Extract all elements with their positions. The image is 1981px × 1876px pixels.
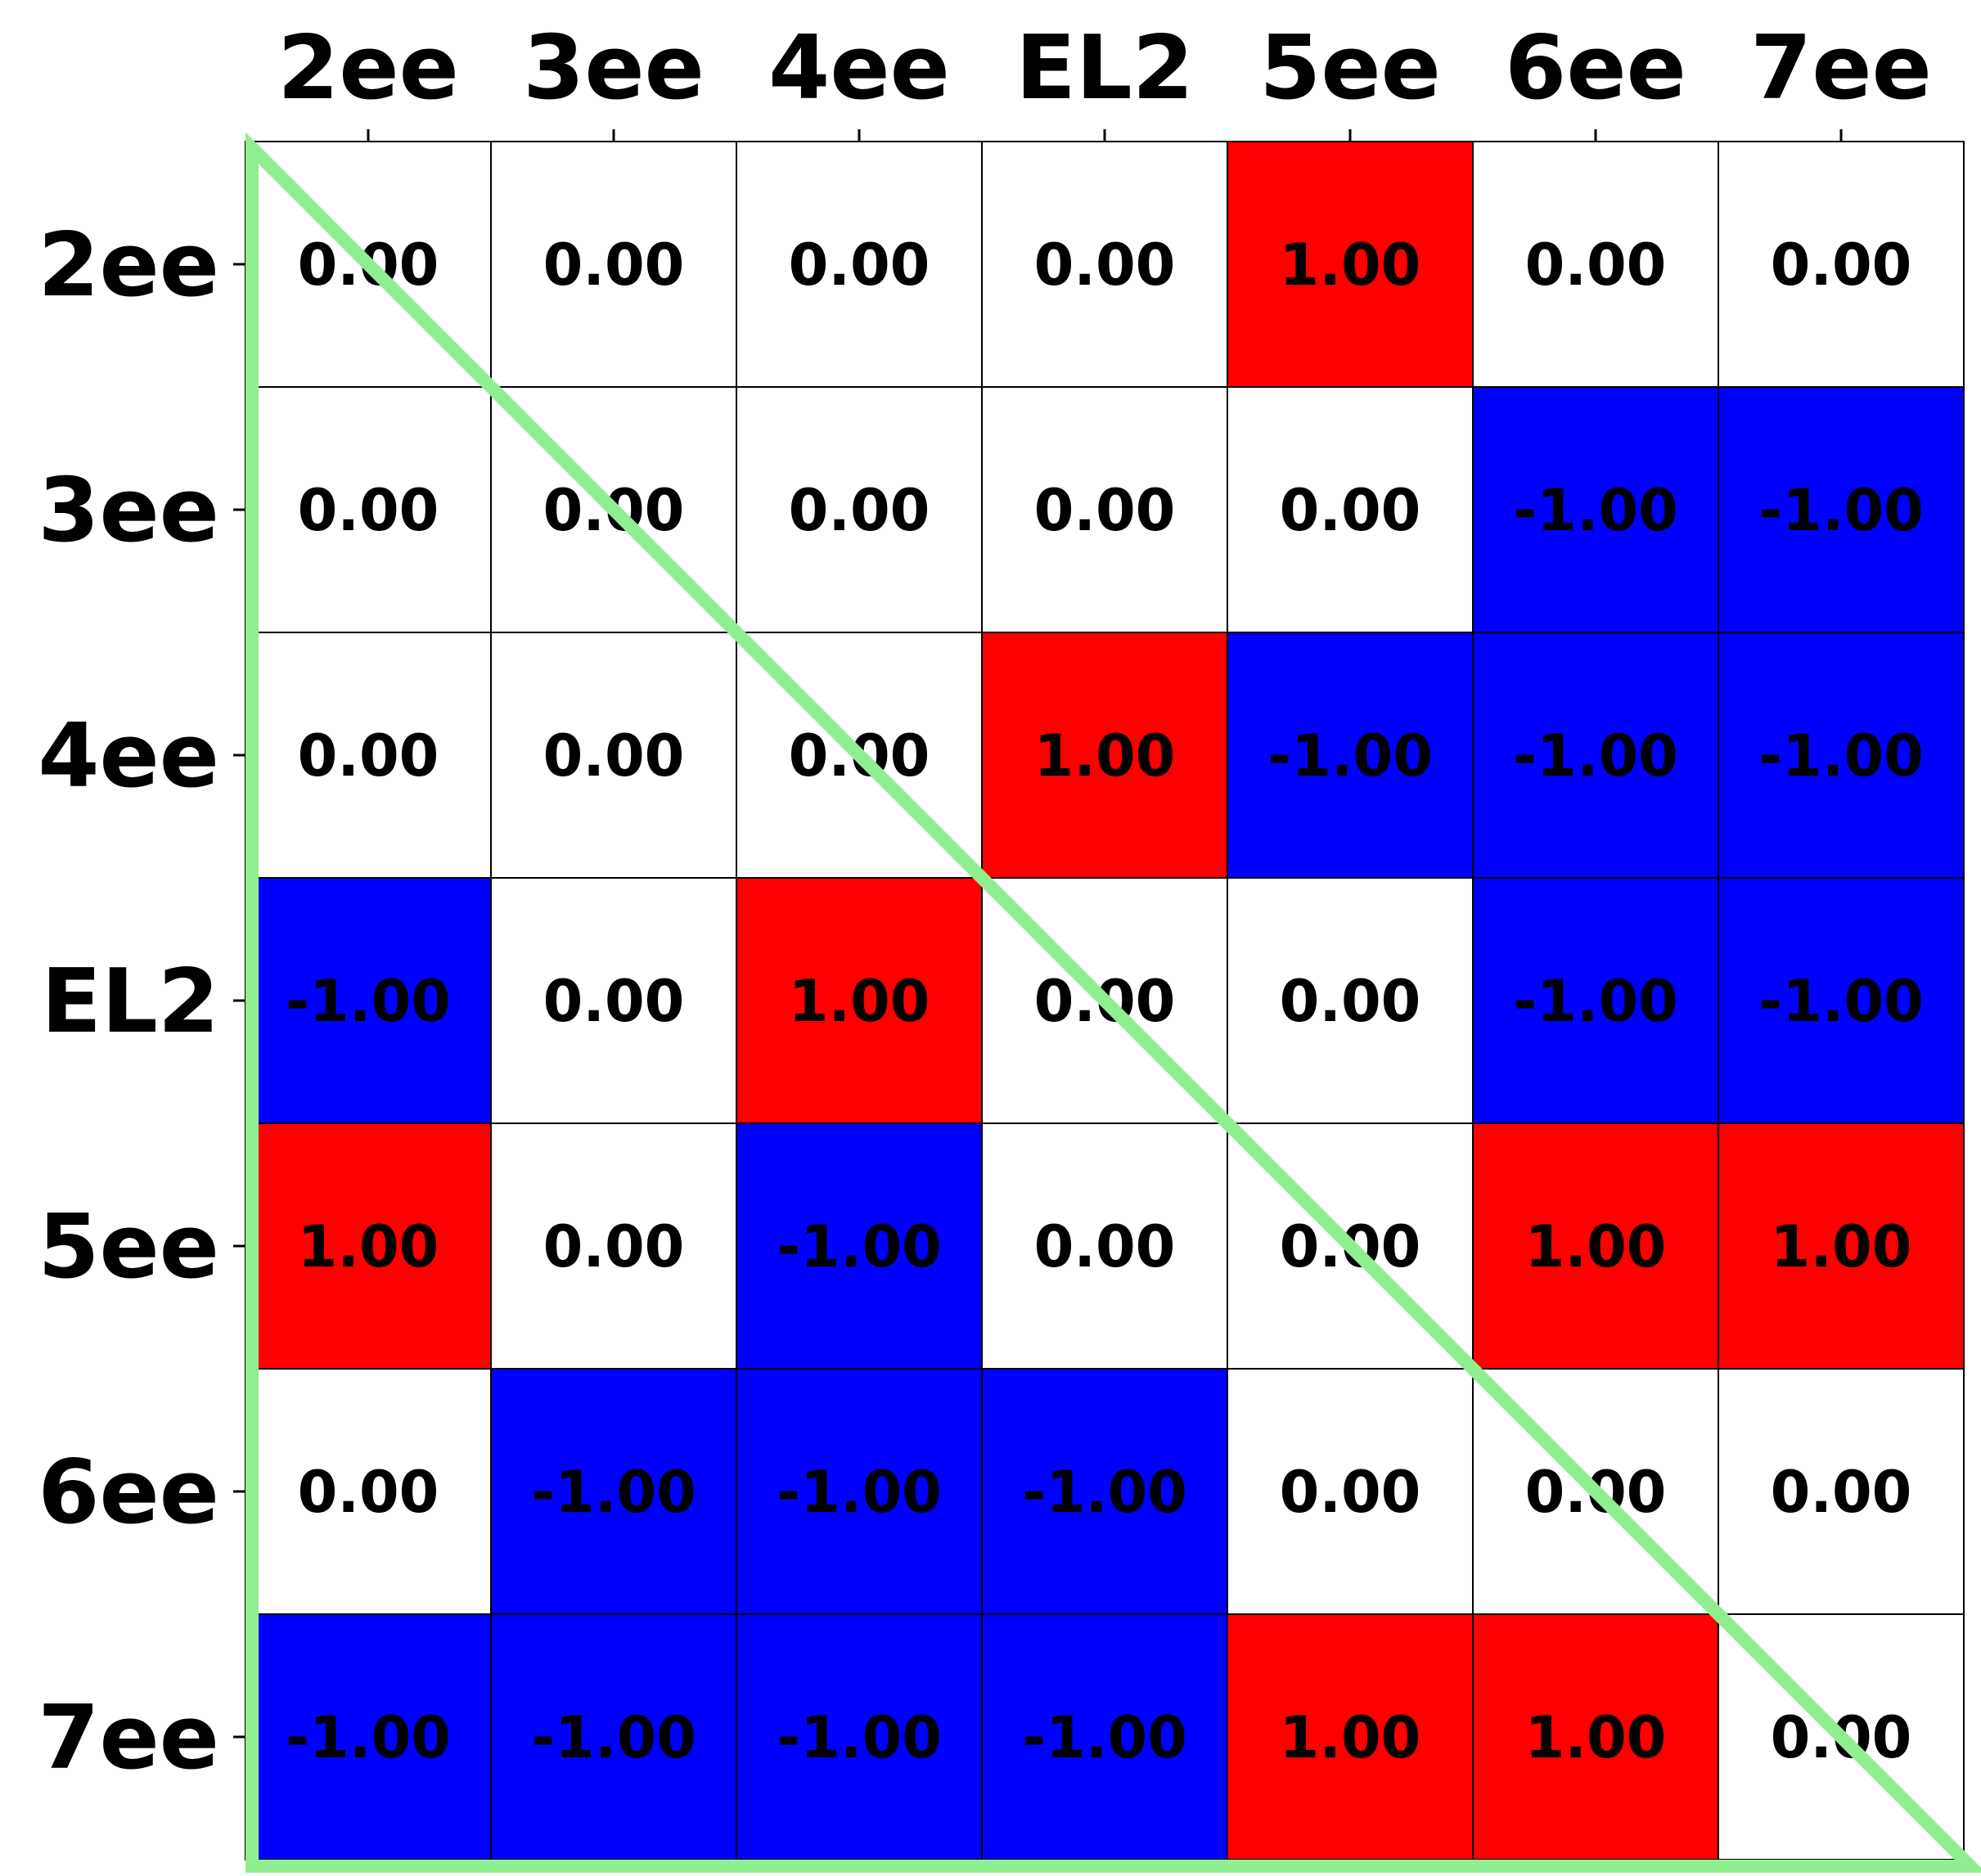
cell-value-r4-c0: 1.00	[298, 1213, 439, 1280]
cell-value-r0-c3: 0.00	[1034, 232, 1176, 299]
cell-value-r5-c0: 0.00	[298, 1459, 439, 1526]
cell-value-r1-c6: -1.00	[1758, 477, 1924, 544]
cell-value-r5-c4: 0.00	[1280, 1459, 1421, 1526]
cell-value-r6-c4: 1.00	[1280, 1704, 1421, 1771]
cell-value-r1-c5: -1.00	[1513, 477, 1678, 544]
heatmap-cell-r2-c3	[981, 632, 1228, 879]
cell-value-r3-c5: -1.00	[1513, 968, 1678, 1035]
cell-value-r4-c5: 1.00	[1525, 1213, 1667, 1280]
cell-value-r4-c6: 1.00	[1771, 1213, 1912, 1280]
heatmap-cell-r6-c4	[1227, 1613, 1474, 1860]
y-tick-label: 6ee	[38, 1442, 219, 1544]
cell-value-r6-c0: -1.00	[286, 1704, 451, 1771]
heatmap-cell-r0-c3	[981, 141, 1228, 388]
cell-value-r2-c3: 1.00	[1034, 722, 1176, 790]
cell-value-r3-c1: 0.00	[543, 968, 685, 1035]
heatmap-cell-r2-c5	[1472, 632, 1719, 879]
heatmap-cell-r6-c3	[981, 1613, 1228, 1860]
heatmap-cell-r6-c0	[245, 1613, 492, 1860]
cell-value-r1-c4: 0.00	[1280, 477, 1421, 544]
y-tick-label: 7ee	[38, 1687, 219, 1789]
cell-value-r6-c1: -1.00	[531, 1704, 696, 1771]
heatmap-cell-r6-c1	[490, 1613, 737, 1860]
cell-value-r1-c0: 0.00	[298, 477, 439, 544]
heatmap-cell-r1-c5	[1472, 386, 1719, 633]
heatmap-cell-r1-c6	[1718, 386, 1965, 633]
x-tick-label: 6ee	[1505, 17, 1686, 119]
heatmap-cell-r2-c0	[245, 632, 492, 879]
heatmap-cell-r4-c6	[1718, 1122, 1965, 1370]
cell-value-r0-c2: 0.00	[789, 232, 930, 299]
heatmap-cell-r2-c4	[1227, 632, 1474, 879]
cell-value-r2-c5: -1.00	[1513, 722, 1678, 790]
heatmap-cells	[245, 141, 1965, 1860]
cell-value-r1-c2: 0.00	[789, 477, 930, 544]
cell-value-r0-c5: 0.00	[1525, 232, 1667, 299]
cell-value-r4-c2: -1.00	[777, 1213, 942, 1280]
heatmap-cell-r4-c0	[245, 1122, 492, 1370]
cell-value-r3-c6: -1.00	[1758, 968, 1924, 1035]
x-tick-label: 7ee	[1750, 17, 1932, 119]
heatmap-cell-r2-c1	[490, 632, 737, 879]
heatmap-cell-r5-c4	[1227, 1368, 1474, 1615]
x-tick-label: EL2	[1015, 17, 1194, 119]
cell-value-r4-c3: 0.00	[1034, 1213, 1176, 1280]
y-tick-label: 2ee	[38, 214, 219, 317]
x-axis-ticks: 2ee 3ee 4ee EL2 5ee 6ee 7ee	[277, 17, 1932, 142]
cell-value-r1-c3: 0.00	[1034, 477, 1176, 544]
cell-value-r4-c1: 0.00	[543, 1213, 685, 1280]
heatmap-cell-r1-c0	[245, 386, 492, 633]
heatmap-cell-r0-c1	[490, 141, 737, 388]
lower-triangle-outline	[245, 132, 1981, 1873]
heatmap-cell-r6-c2	[736, 1613, 983, 1860]
cell-value-r5-c3: -1.00	[1022, 1459, 1187, 1526]
heatmap-cell-r3-c1	[490, 877, 737, 1124]
cell-value-r6-c3: -1.00	[1022, 1704, 1187, 1771]
cell-value-r0-c6: 0.00	[1771, 232, 1912, 299]
heatmap-cell-r5-c2	[736, 1368, 983, 1615]
cell-value-r2-c6: -1.00	[1758, 722, 1924, 790]
cell-value-r2-c4: -1.00	[1267, 722, 1433, 790]
cell-value-r3-c2: 1.00	[789, 968, 930, 1035]
cell-value-r3-c0: -1.00	[286, 968, 451, 1035]
cell-value-r5-c1: -1.00	[531, 1459, 696, 1526]
heatmap-cell-r5-c3	[981, 1368, 1228, 1615]
heatmap-cell-r1-c4	[1227, 386, 1474, 633]
cell-value-r6-c2: -1.00	[777, 1704, 942, 1771]
y-tick-label: 3ee	[38, 460, 219, 562]
y-tick-label: EL2	[41, 951, 219, 1053]
heatmap-cell-r5-c6	[1718, 1368, 1965, 1615]
y-axis-ticks: 2ee 3ee 4ee EL2 5ee 6ee 7ee	[38, 214, 245, 1789]
heatmap-cell-r1-c2	[736, 386, 983, 633]
heatmap-cell-r5-c1	[490, 1368, 737, 1615]
y-tick-label: 5ee	[38, 1196, 219, 1298]
heatmap-cell-values: 0.00 0.00 0.00 0.00 1.00 0.00 0.00 0.00 0.00 0.00…	[286, 232, 1924, 1771]
cell-value-r6-c5: 1.00	[1525, 1704, 1667, 1771]
cell-value-r2-c0: 0.00	[298, 722, 439, 790]
heatmap-cell-r4-c2	[736, 1122, 983, 1370]
heatmap-cell-r4-c5	[1472, 1122, 1719, 1370]
cell-value-r0-c4: 1.00	[1280, 232, 1421, 299]
cell-value-r0-c1: 0.00	[543, 232, 685, 299]
x-tick-label: 3ee	[523, 17, 705, 119]
heatmap-cell-r5-c0	[245, 1368, 492, 1615]
heatmap-cell-r3-c6	[1718, 877, 1965, 1124]
x-tick-label: 2ee	[277, 17, 459, 119]
heatmap-cell-r2-c6	[1718, 632, 1965, 879]
triangle-overlay	[245, 132, 1981, 1873]
heatmap-cell-r3-c5	[1472, 877, 1719, 1124]
cell-value-r5-c2: -1.00	[777, 1459, 942, 1526]
x-tick-label: 5ee	[1259, 17, 1441, 119]
cell-value-r3-c4: 0.00	[1280, 968, 1421, 1035]
x-tick-label: 4ee	[768, 17, 950, 119]
heatmap-cell-r6-c5	[1472, 1613, 1719, 1860]
heatmap-cell-r0-c4	[1227, 141, 1474, 388]
cell-value-r5-c6: 0.00	[1771, 1459, 1912, 1526]
heatmap-cell-r3-c0	[245, 877, 492, 1124]
heatmap-cell-r0-c5	[1472, 141, 1719, 388]
heatmap-cell-r0-c6	[1718, 141, 1965, 388]
y-tick-label: 4ee	[38, 705, 219, 808]
cell-value-r2-c1: 0.00	[543, 722, 685, 790]
